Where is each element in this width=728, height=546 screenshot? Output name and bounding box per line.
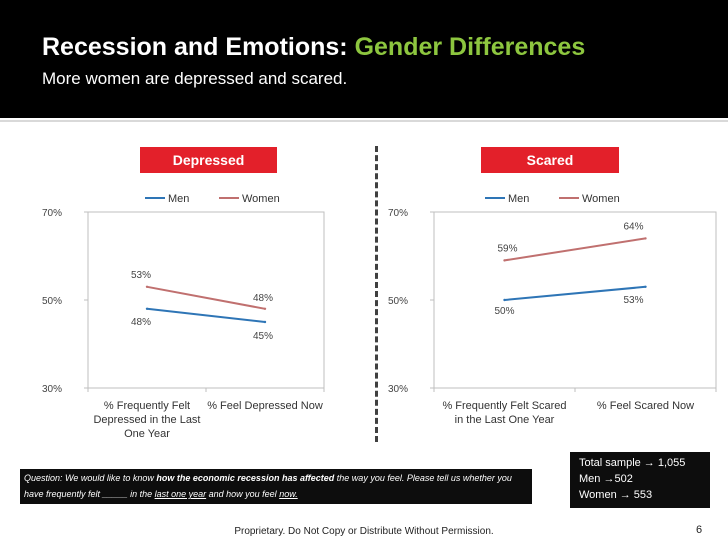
chart1-data-label-men: 48%: [131, 317, 151, 328]
chart1-data-label-men: 45%: [253, 331, 273, 342]
sample-men: Men →502: [579, 473, 633, 485]
chart2-data-label-men: 50%: [494, 306, 514, 317]
chart1-series-line-women: [146, 285, 266, 310]
footer-note: Proprietary. Do Not Copy or Distribute W…: [234, 526, 494, 537]
chart2-ytick-label: 70%: [388, 208, 408, 219]
question-underline-1: last one year: [154, 489, 207, 499]
chart2-data-label-men: 53%: [623, 295, 643, 306]
chart2-category-label-line: % Frequently Felt Scared: [442, 400, 566, 412]
chart1-data-label-women: 48%: [253, 293, 273, 304]
question-bold: how the economic recession has affected: [156, 473, 335, 483]
page-number: 6: [696, 524, 703, 536]
chart2-point-men: [503, 298, 506, 302]
title-banner: Recession and Emotions: Gender Differenc…: [0, 0, 728, 118]
chart1-ytick-label: 30%: [42, 384, 62, 395]
chart2-category-label: % Feel Scared Now: [597, 400, 694, 412]
chart1-point-women: [263, 307, 267, 310]
chart2-series-line-men: [504, 285, 646, 301]
title-main: Recession and Emotions:: [42, 33, 348, 61]
chart1-category-label: % Feel Depressed Now: [207, 400, 323, 412]
title-highlight: Gender Differences: [354, 33, 586, 61]
scared-badge: Scared: [481, 147, 619, 173]
question-prefix: Question: We would like to know: [24, 473, 157, 483]
chart2-point-men: [644, 285, 647, 288]
chart2-series-line-women: [504, 237, 646, 262]
chart1-point-men: [263, 320, 267, 324]
chart1-category-label-line: % Feel Depressed Now: [207, 400, 323, 412]
chart1-legend-label-men: Men: [168, 193, 189, 205]
sample-total: Total sample → 1,055: [579, 457, 686, 469]
chart2-ytick-label: 30%: [388, 384, 408, 395]
chart1-ytick-label: 50%: [42, 296, 62, 307]
chart1-category-label: % Frequently Felt Depressed in the Last On…: [93, 400, 200, 440]
question-underline-2: now.: [279, 489, 298, 499]
chart2-point-women: [644, 237, 647, 240]
chart2-plot-area: [433, 211, 717, 389]
chart2-legend-label-women: Women: [582, 193, 620, 205]
sample-women: Women → 553: [579, 489, 653, 501]
chart1-plot-area: [87, 211, 325, 389]
chart1-legend-label-women: Women: [242, 193, 280, 205]
slide-subtitle: More women are depressed and scared.: [42, 69, 348, 88]
sample-box: Total sample → 1,055 Men →502 Women → 55…: [570, 452, 710, 508]
chart2-ytick-label: 50%: [388, 296, 408, 307]
question-and: and how you feel: [206, 489, 280, 499]
question-middle: the way you feel. Please tell us whether…: [24, 473, 512, 499]
chart2-category-label: % Frequently Felt Scared in the Last One …: [442, 400, 566, 426]
chart1-data-label-women: 53%: [131, 270, 151, 281]
chart2-data-label-women: 59%: [497, 243, 517, 254]
header-rule: [0, 120, 728, 122]
chart1-category-label-line: One Year: [124, 428, 170, 440]
panel-divider: [375, 146, 378, 442]
chart1-ytick-label: 70%: [42, 208, 62, 219]
chart2-point-women: [503, 259, 506, 262]
chart2-category-label-line: % Feel Scared Now: [597, 400, 694, 412]
chart2-legend-label-men: Men: [508, 193, 529, 205]
chart1-point-women: [145, 285, 149, 288]
chart2-data-label-women: 64%: [623, 221, 643, 232]
chart1-category-label-line: % Frequently Felt: [104, 400, 190, 412]
depressed-badge: Depressed: [140, 147, 277, 173]
chart2-category-label-line: in the Last One Year: [455, 414, 555, 426]
chart1-category-label-line: Depressed in the Last: [93, 414, 200, 426]
question-box: Question: We would like to know how the …: [20, 469, 532, 504]
chart1-point-men: [145, 307, 149, 310]
slide-title: Recession and Emotions: Gender Differenc…: [42, 33, 585, 62]
chart1-series-line-men: [146, 307, 266, 323]
